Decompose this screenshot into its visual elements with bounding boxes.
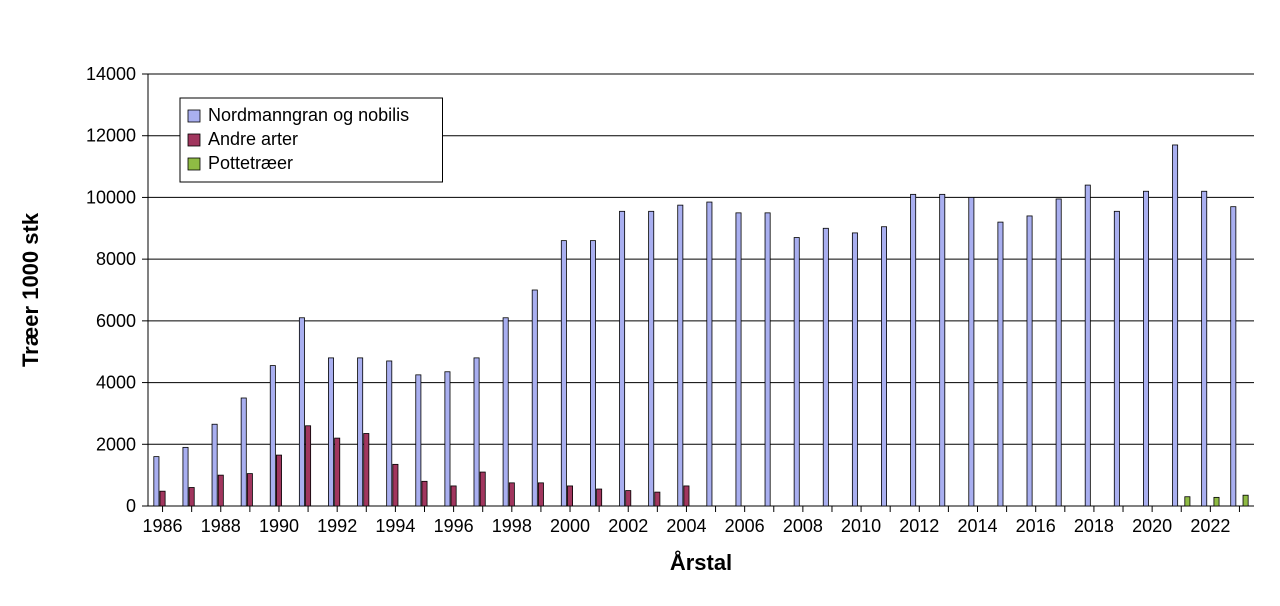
bar (183, 447, 188, 506)
bar (358, 358, 363, 506)
bar (445, 372, 450, 506)
ytick-label: 2000 (96, 434, 136, 454)
bar (532, 290, 537, 506)
legend-swatch (188, 158, 200, 170)
bar (626, 491, 631, 506)
xtick-label: 2008 (783, 516, 823, 536)
bar (1114, 211, 1119, 506)
bar (328, 358, 333, 506)
xtick-label: 2000 (550, 516, 590, 536)
legend-swatch (188, 110, 200, 122)
bar (306, 426, 311, 506)
bar (189, 487, 194, 506)
bar (561, 241, 566, 506)
bar (480, 472, 485, 506)
xtick-label: 2010 (841, 516, 881, 536)
bar (451, 486, 456, 506)
bar (503, 318, 508, 506)
ytick-label: 6000 (96, 311, 136, 331)
bar (387, 361, 392, 506)
ytick-label: 4000 (96, 373, 136, 393)
bar (597, 489, 602, 506)
xtick-label: 1994 (375, 516, 415, 536)
bar (160, 491, 165, 506)
xtick-label: 1990 (259, 516, 299, 536)
ytick-label: 0 (126, 496, 136, 516)
bar (1027, 216, 1032, 506)
bar (940, 194, 945, 506)
bar (422, 481, 427, 506)
xtick-label: 2002 (608, 516, 648, 536)
bar (620, 211, 625, 506)
legend-label: Nordmanngran og nobilis (208, 105, 409, 125)
xtick-label: 2012 (899, 516, 939, 536)
bar (1185, 497, 1190, 506)
bar (707, 202, 712, 506)
bar (212, 424, 217, 506)
bar (241, 398, 246, 506)
bar (736, 213, 741, 506)
ytick-label: 12000 (86, 126, 136, 146)
ytick-label: 14000 (86, 64, 136, 84)
bar (538, 483, 543, 506)
bar (969, 197, 974, 506)
bar (684, 486, 689, 506)
bar (1202, 191, 1207, 506)
bar (1143, 191, 1148, 506)
bar (765, 213, 770, 506)
bar (911, 194, 916, 506)
ytick-label: 10000 (86, 187, 136, 207)
chart-svg: 0 2000 4000 6000 8000 10000 12000 14000 1986 1988… (0, 0, 1280, 606)
bar (416, 375, 421, 506)
bar (1231, 207, 1236, 506)
bar (567, 486, 572, 506)
bar (881, 227, 886, 506)
bar (474, 358, 479, 506)
xtick-label: 2018 (1074, 516, 1114, 536)
xtick-label: 2006 (725, 516, 765, 536)
xtick-label: 1992 (317, 516, 357, 536)
xtick-label: 1986 (143, 516, 183, 536)
bar (1056, 199, 1061, 506)
bar (1085, 185, 1090, 506)
xtick-label: 2020 (1132, 516, 1172, 536)
legend-swatch (188, 134, 200, 146)
chart-container: 0 2000 4000 6000 8000 10000 12000 14000 1986 1988… (0, 0, 1280, 606)
bar (247, 474, 252, 506)
xtick-label: 2004 (666, 516, 706, 536)
bar (655, 492, 660, 506)
ytick-label: 8000 (96, 249, 136, 269)
bar (823, 228, 828, 506)
bar (276, 455, 281, 506)
bar (1173, 145, 1178, 506)
bar (393, 464, 398, 506)
bar (852, 233, 857, 506)
y-axis-title: Træer 1000 stk (18, 212, 43, 367)
bar (299, 318, 304, 506)
bar (998, 222, 1003, 506)
bar (794, 238, 799, 506)
bar (335, 438, 340, 506)
bar (218, 475, 223, 506)
x-axis-title: Årstal (670, 549, 732, 575)
xtick-label: 1998 (492, 516, 532, 536)
legend-label: Pottetræer (208, 153, 293, 173)
bar (270, 366, 275, 506)
xtick-label: 1996 (434, 516, 474, 536)
xtick-label: 1988 (201, 516, 241, 536)
xtick-label: 2022 (1190, 516, 1230, 536)
bar (678, 205, 683, 506)
bar (1243, 495, 1248, 506)
bar (364, 433, 369, 506)
bar (509, 483, 514, 506)
xtick-label: 2016 (1016, 516, 1056, 536)
bar (590, 241, 595, 506)
xtick-label: 2014 (957, 516, 997, 536)
legend-label: Andre arter (208, 129, 298, 149)
bar (154, 457, 159, 506)
bar (649, 211, 654, 506)
bar (1214, 497, 1219, 506)
